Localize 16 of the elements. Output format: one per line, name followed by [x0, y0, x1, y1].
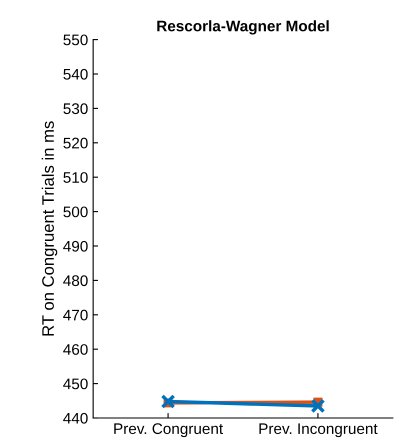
x-tick-label: Prev. Incongruent — [259, 423, 378, 438]
y-tick-label: 490 — [63, 240, 88, 252]
y-tick-label: 550 — [63, 34, 88, 46]
y-axis-title: RT on Congruent Trials in ms — [42, 121, 58, 336]
chart-title: Rescorla-Wagner Model — [157, 20, 329, 35]
x-tick-label: Prev. Congruent — [114, 423, 224, 438]
y-tick-label: 510 — [63, 172, 88, 183]
y-tick-label: 450 — [63, 378, 88, 390]
y-tick-label: 440 — [63, 412, 88, 424]
y-tick-label: 470 — [63, 310, 88, 320]
y-tick-label: 540 — [63, 68, 88, 80]
y-tick-label: 460 — [63, 344, 88, 355]
y-tick-label: 500 — [63, 206, 88, 218]
y-tick-label: 520 — [63, 138, 88, 148]
y-tick-label: 530 — [63, 103, 88, 114]
y-tick-label: 480 — [63, 275, 88, 286]
